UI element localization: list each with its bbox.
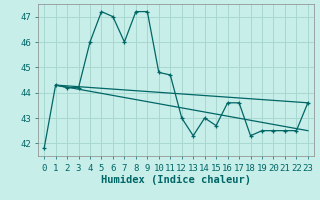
X-axis label: Humidex (Indice chaleur): Humidex (Indice chaleur) xyxy=(101,175,251,185)
